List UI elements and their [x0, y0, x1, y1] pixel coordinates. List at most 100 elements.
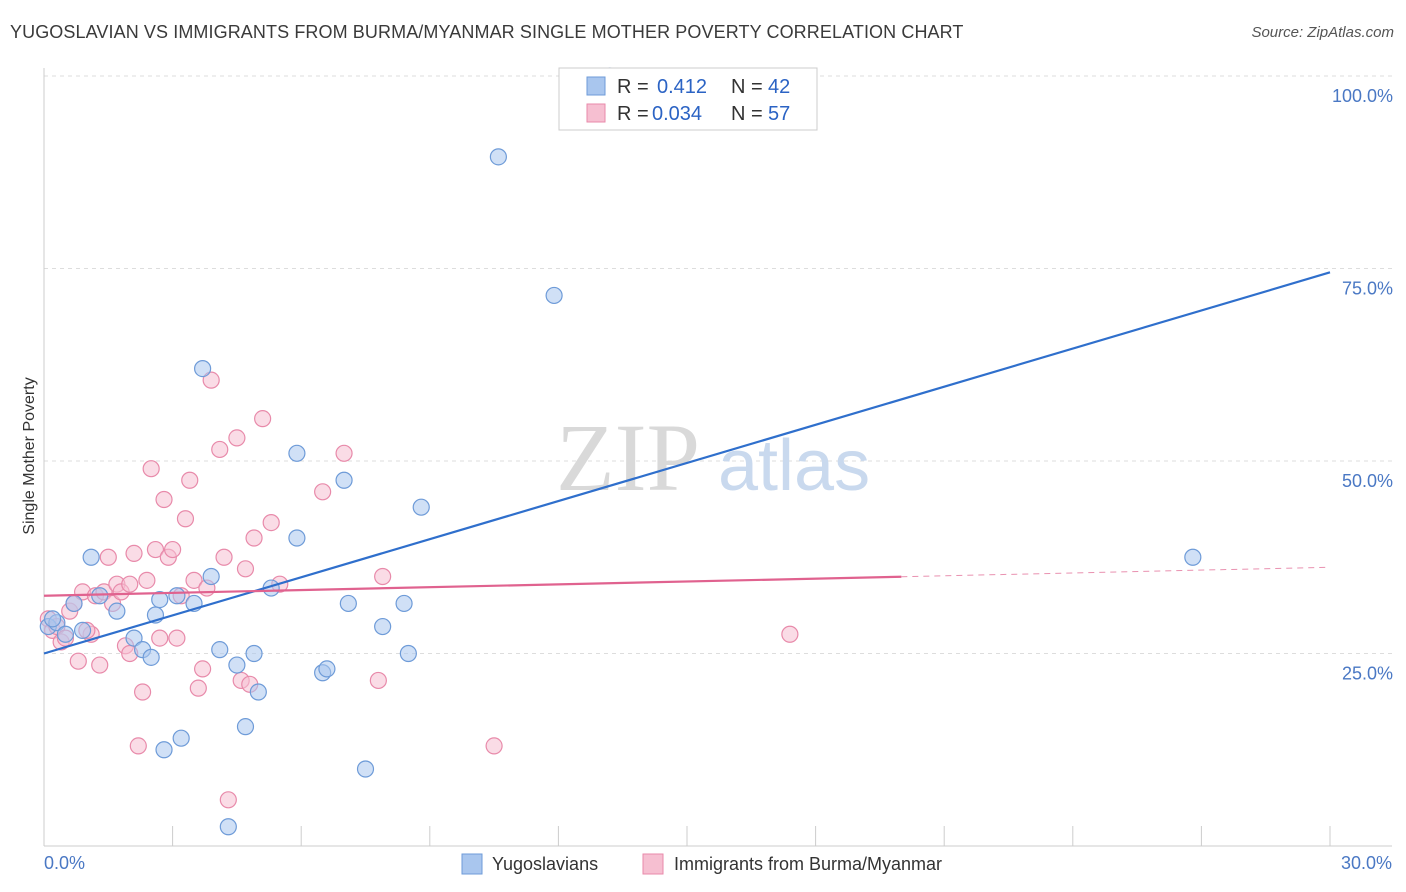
point-yugoslavians-15 — [172, 729, 190, 747]
point-yugoslavians-29 — [318, 660, 336, 678]
chart-title: YUGOSLAVIAN VS IMMIGRANTS FROM BURMA/MYA… — [10, 22, 964, 42]
x-tick-max: 30.0% — [1341, 853, 1392, 873]
point-burma-30 — [176, 510, 195, 528]
series-legend-label-yugoslavians: Yugoslavians — [492, 854, 598, 874]
point-yugoslavians-18 — [202, 567, 220, 586]
trend-lines — [43, 271, 1331, 655]
point-yugoslavians-30 — [335, 471, 353, 489]
point-burma-33 — [189, 679, 207, 697]
point-yugoslavians-21 — [228, 656, 246, 674]
point-yugoslavians-34 — [395, 594, 413, 613]
point-burma-50 — [374, 567, 392, 586]
point-yugoslavians-12 — [151, 590, 169, 609]
point-burma-18 — [125, 544, 143, 563]
point-yugoslavians-13 — [155, 741, 173, 759]
legend-n-value-blue: 42 — [768, 76, 790, 98]
point-yugoslavians-32 — [356, 760, 375, 778]
point-burma-19 — [129, 737, 147, 755]
point-yugoslavians-2 — [56, 625, 75, 643]
axes — [43, 68, 1392, 847]
point-burma-53 — [781, 625, 799, 643]
point-burma-6 — [69, 652, 87, 670]
y-tick-labels: 25.0% 50.0% 75.0% 100.0% — [1332, 86, 1393, 684]
trend-line-yugoslavians — [43, 271, 1331, 655]
y-tick-label-75: 75.0% — [1342, 279, 1393, 299]
point-yugoslavians-24 — [249, 683, 267, 701]
watermark-atlas: atlas — [718, 426, 870, 506]
point-burma-27 — [164, 540, 182, 559]
point-yugoslavians-10 — [142, 648, 160, 666]
point-yugoslavians-26 — [288, 444, 306, 462]
point-burma-39 — [219, 791, 237, 809]
point-yugoslavians-4 — [73, 621, 92, 640]
trend-line-burma-extension — [901, 566, 1331, 578]
watermark: ZIP atlas — [556, 404, 870, 511]
point-yugoslavians-35 — [399, 644, 417, 663]
point-burma-44 — [245, 529, 263, 547]
point-yugoslavians-14 — [168, 587, 186, 605]
point-yugoslavians-36 — [412, 498, 430, 516]
series-legend-swatch-burma — [642, 853, 664, 875]
y-tick-label-100: 100.0% — [1332, 86, 1393, 106]
point-yugoslavians-20 — [219, 818, 237, 836]
stats-legend: R = 0.412 N = 42 R = 0.034 N = 57 — [558, 67, 818, 131]
point-yugoslavians-31 — [339, 594, 357, 613]
point-burma-31 — [181, 471, 199, 489]
point-burma-20 — [133, 683, 152, 701]
source-label: Source: ZipAtlas.com — [1251, 24, 1394, 41]
point-burma-25 — [155, 490, 173, 509]
legend-swatch-blue — [586, 76, 606, 96]
legend-r-value-pink: 0.034 — [652, 103, 702, 125]
point-yugoslavians-22 — [236, 718, 255, 736]
trend-line-burma — [43, 575, 902, 597]
y-tick-label-25: 25.0% — [1342, 664, 1393, 684]
point-burma-42 — [236, 560, 255, 578]
point-yugoslavians-6 — [91, 587, 109, 605]
point-burma-52 — [485, 737, 503, 755]
legend-r-label-pink: R = — [617, 103, 649, 125]
point-yugoslavians-23 — [245, 644, 263, 663]
y-axis-label: Single Mother Poverty — [21, 377, 38, 534]
legend-r-value-blue: 0.412 — [657, 76, 707, 98]
point-yugoslavians-27 — [288, 529, 306, 547]
point-burma-45 — [254, 410, 272, 428]
point-burma-56 — [121, 575, 139, 593]
point-yugoslavians-8 — [125, 629, 143, 647]
point-yugoslavians-33 — [374, 617, 392, 636]
point-yugoslavians-37 — [489, 148, 507, 166]
series-legend: Yugoslavians Immigrants from Burma/Myanm… — [461, 853, 942, 875]
point-burma-37 — [211, 440, 229, 459]
point-yugoslavians-7 — [108, 602, 126, 620]
point-burma-49 — [335, 444, 353, 462]
series-legend-label-burma: Immigrants from Burma/Myanmar — [674, 854, 942, 874]
point-burma-10 — [91, 656, 109, 674]
watermark-zip: ZIP — [556, 404, 700, 511]
point-burma-23 — [146, 540, 165, 559]
point-yugoslavians-17 — [194, 360, 212, 378]
point-yugoslavians-19 — [211, 641, 229, 659]
point-burma-24 — [151, 629, 169, 647]
legend-r-label-blue: R = — [617, 76, 649, 98]
point-burma-38 — [215, 548, 233, 566]
legend-n-value-pink: 57 — [768, 103, 790, 125]
point-burma-32 — [185, 571, 203, 589]
y-tick-label-50: 50.0% — [1342, 471, 1393, 491]
point-burma-48 — [314, 483, 332, 501]
legend-swatch-pink — [586, 103, 606, 123]
point-yugoslavians-5 — [82, 548, 100, 566]
legend-n-label-blue: N = — [731, 76, 763, 98]
point-burma-12 — [99, 548, 117, 566]
point-burma-21 — [138, 571, 156, 589]
point-burma-34 — [194, 660, 212, 678]
point-burma-28 — [168, 629, 186, 647]
legend-n-label-pink: N = — [731, 103, 763, 125]
point-burma-22 — [142, 460, 160, 478]
point-burma-46 — [262, 513, 280, 532]
data-points — [39, 67, 1202, 836]
point-burma-51 — [369, 671, 387, 690]
point-burma-36 — [202, 371, 220, 389]
point-yugoslavians-41 — [43, 610, 62, 628]
point-yugoslavians-38 — [545, 286, 563, 305]
x-tick-min: 0.0% — [44, 853, 85, 873]
